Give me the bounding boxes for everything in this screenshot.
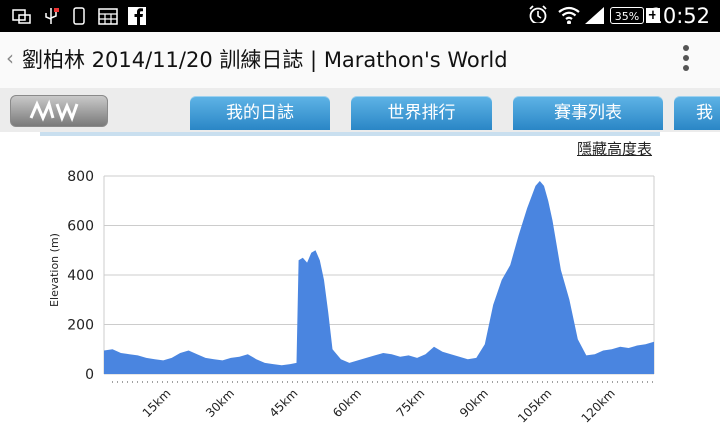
y-axis-label: Elevation (m) [48, 233, 61, 307]
tab-race-list[interactable]: 賽事列表 [513, 96, 663, 130]
charging-icon: + [646, 8, 660, 23]
y-tick-label: 600 [67, 219, 94, 235]
y-axis: 0 200 400 600 800 [67, 169, 94, 383]
x-tick-label: 60km [330, 386, 364, 420]
title-bar: ‹ 劉柏林 2014/11/20 訓練日誌 | Marathon's World [0, 32, 720, 89]
mw-logo-icon: MW [11, 96, 79, 123]
y-tick-label: 200 [67, 318, 94, 334]
x-tick-label: 15km [140, 386, 174, 420]
x-tick-label: 45km [267, 386, 301, 420]
y-tick-label: 0 [85, 367, 94, 383]
x-tick-label: 120km [579, 386, 618, 425]
elevation-area [104, 181, 654, 374]
logo-text: MW [11, 96, 13, 97]
battery-indicator: 35% [610, 7, 644, 24]
tab-partial[interactable]: 我 [674, 96, 720, 130]
status-bar: 35% + 10:52 [0, 0, 720, 32]
map-strip [40, 132, 660, 136]
back-chevron-icon[interactable]: ‹ [6, 46, 14, 70]
tab-my-diary[interactable]: 我的日誌 [190, 96, 330, 130]
tab-world-ranking[interactable]: 世界排行 [351, 96, 492, 130]
x-axis: 15km 30km 45km 60km 75km 90km 105km 120km [112, 381, 654, 425]
window-icon [12, 9, 31, 24]
usb-icon [45, 8, 59, 24]
facebook-icon [128, 7, 146, 25]
x-tick-label: 30km [203, 386, 237, 420]
wifi-icon [558, 6, 580, 24]
alarm-icon [529, 5, 547, 23]
y-tick-label: 400 [67, 268, 94, 284]
phone-icon [73, 7, 85, 25]
calendar-icon [98, 8, 118, 25]
clock: 10:52 [649, 4, 710, 28]
x-tick-label: 90km [457, 386, 491, 420]
overflow-menu-icon[interactable] [680, 45, 692, 77]
mw-logo[interactable]: MW [10, 95, 108, 127]
elevation-chart: 0 200 400 600 800 15km 30km 45km 60km 75km 90km 10… [48, 169, 655, 425]
y-tick-label: 800 [67, 169, 94, 185]
x-tick-label: 75km [394, 386, 428, 420]
x-tick-label: 105km [515, 386, 554, 425]
page-title: 劉柏林 2014/11/20 訓練日誌 | Marathon's World [22, 48, 508, 72]
hide-elevation-link[interactable]: 隱藏高度表 [577, 140, 653, 158]
signal-icon [585, 7, 604, 24]
